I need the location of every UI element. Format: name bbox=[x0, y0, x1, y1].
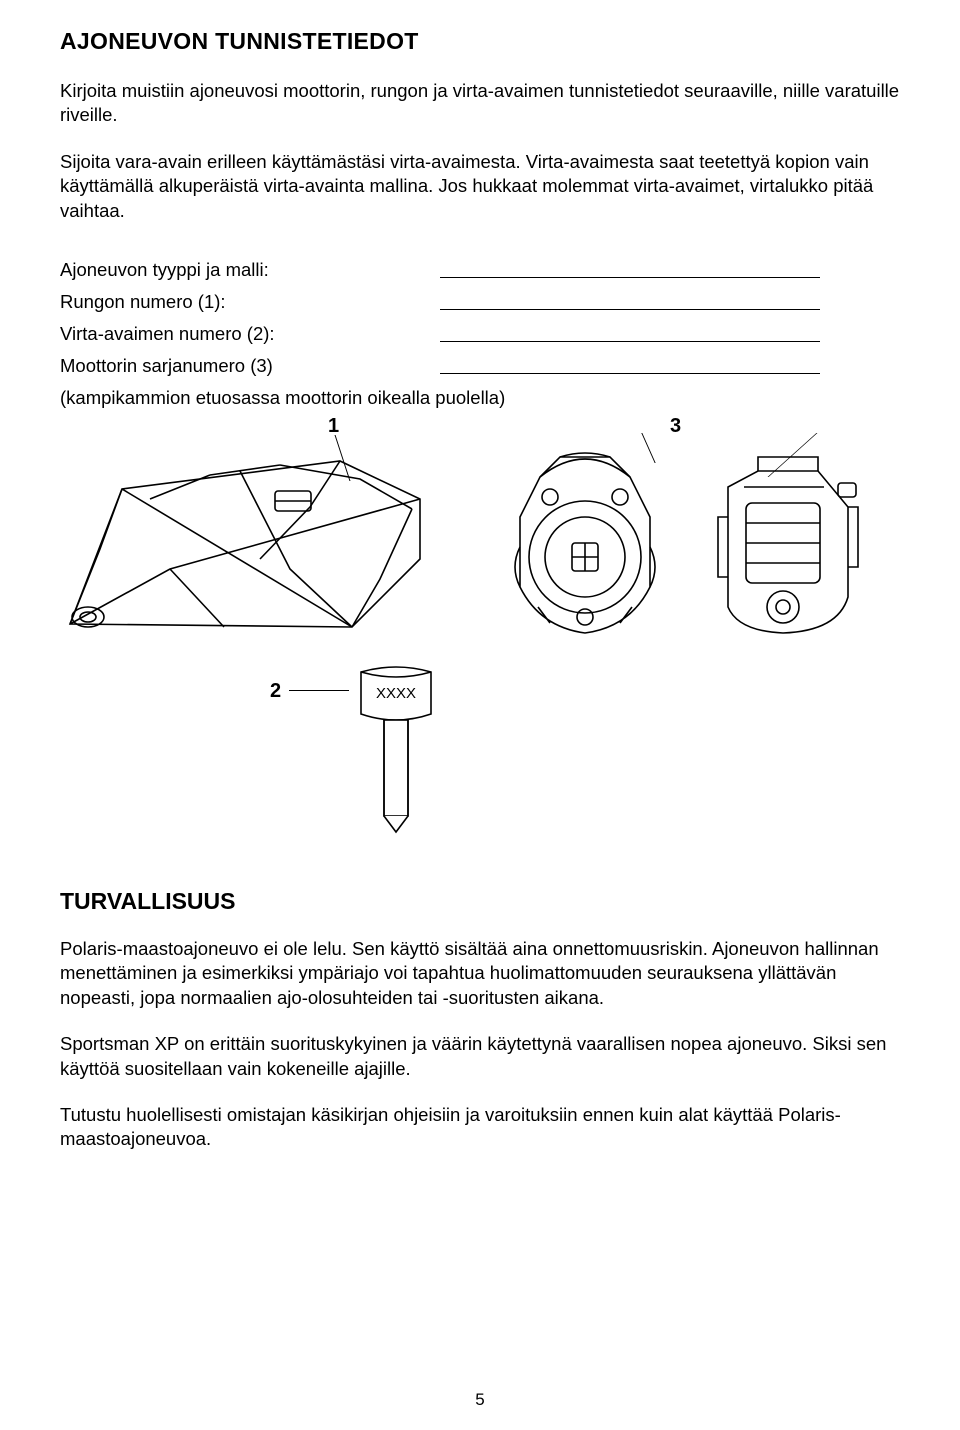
section2-p1: Polaris-maastoajoneuvo ei ole lelu. Sen … bbox=[60, 937, 900, 1010]
section2-title: TURVALLISUUS bbox=[60, 888, 900, 915]
id-row-model: Ajoneuvon tyyppi ja malli: bbox=[60, 259, 900, 281]
figure-3-wrap: 3 bbox=[500, 419, 890, 637]
id-label-key: Virta-avaimen numero (2): bbox=[60, 323, 440, 345]
section1-p1: Kirjoita muistiin ajoneuvosi moottorin, … bbox=[60, 79, 900, 128]
callout-2-leader bbox=[289, 690, 349, 691]
key-label: XXXX bbox=[376, 685, 416, 702]
id-line bbox=[440, 291, 820, 310]
id-row-engine: Moottorin sarjanumero (3) bbox=[60, 355, 900, 377]
callout-2: 2 bbox=[270, 680, 281, 703]
figure-1-wrap: 1 bbox=[60, 419, 490, 644]
id-row-key: Virta-avaimen numero (2): bbox=[60, 323, 900, 345]
key-figure: 2 XXXX bbox=[270, 666, 900, 836]
id-line bbox=[440, 259, 820, 278]
frame-diagram-icon bbox=[60, 439, 460, 639]
section1-p2: Sijoita vara-avain erilleen käyttämästäs… bbox=[60, 150, 900, 223]
engine-front-icon bbox=[500, 447, 670, 637]
id-label-model: Ajoneuvon tyyppi ja malli: bbox=[60, 259, 440, 281]
page: AJONEUVON TUNNISTETIEDOT Kirjoita muisti… bbox=[0, 0, 960, 1430]
key-icon: XXXX bbox=[349, 666, 443, 836]
section1-title: AJONEUVON TUNNISTETIEDOT bbox=[60, 28, 900, 55]
id-fields: Ajoneuvon tyyppi ja malli: Rungon numero… bbox=[60, 259, 900, 409]
id-line bbox=[440, 355, 820, 374]
id-row-frame: Rungon numero (1): bbox=[60, 291, 900, 313]
section2-p2: Sportsman XP on erittäin suorituskykyine… bbox=[60, 1032, 900, 1081]
id-line bbox=[440, 323, 820, 342]
page-number: 5 bbox=[0, 1390, 960, 1410]
section2-p3: Tutustu huolellisesti omistajan käsikirj… bbox=[60, 1103, 900, 1152]
id-label-engine: Moottorin sarjanumero (3) bbox=[60, 355, 440, 377]
id-caption: (kampikammion etuosassa moottorin oikeal… bbox=[60, 387, 900, 409]
figure-row: 1 bbox=[60, 419, 900, 644]
id-label-frame: Rungon numero (1): bbox=[60, 291, 440, 313]
